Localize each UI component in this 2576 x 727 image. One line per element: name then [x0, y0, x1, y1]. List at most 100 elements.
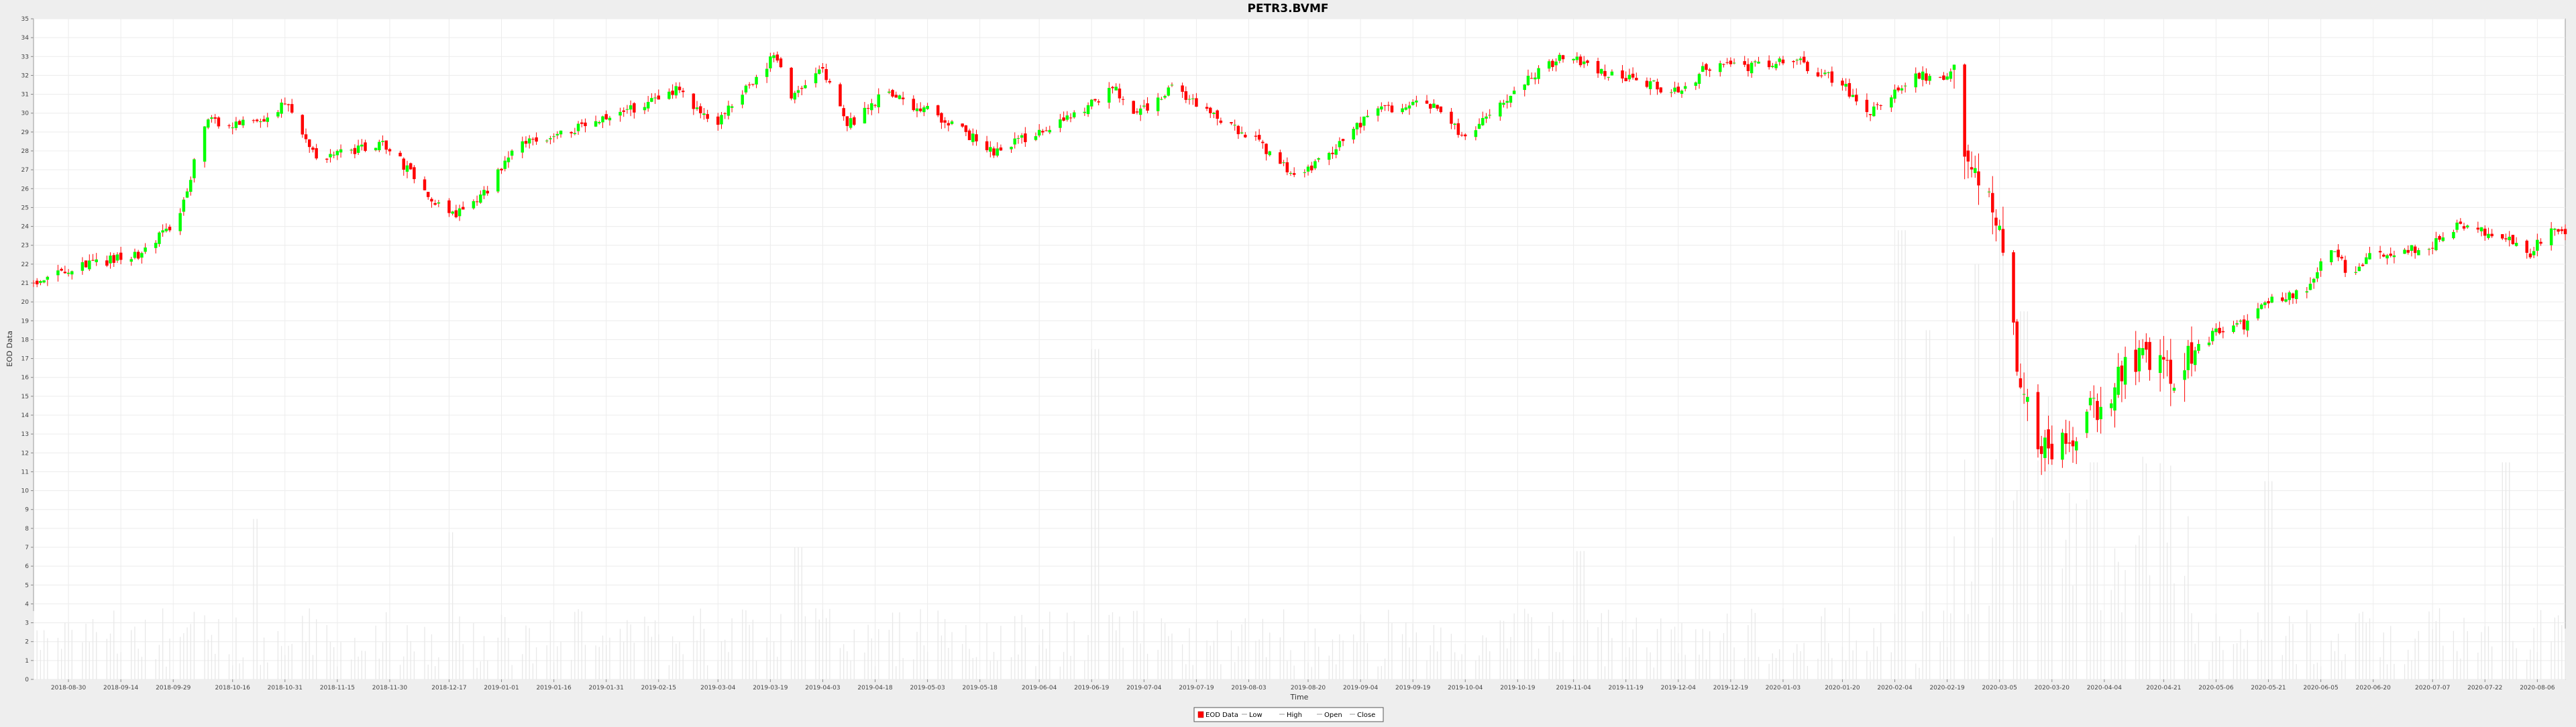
- candle-body-55: [301, 115, 305, 135]
- candle-body-38: [213, 117, 217, 119]
- candle-body-509: [2514, 243, 2518, 246]
- candle-body-163: [824, 69, 828, 80]
- candle-body-29: [168, 227, 172, 231]
- candle-body-412: [2043, 437, 2047, 458]
- candle-body-28: [164, 228, 168, 231]
- candle-body-318: [1582, 61, 1586, 64]
- candle-body-71: [378, 142, 381, 150]
- candle-body-75: [398, 152, 402, 157]
- candle-body-387: [1921, 71, 1925, 80]
- candle-body-337: [1676, 87, 1680, 93]
- y-tick-label-32: 32: [21, 72, 29, 79]
- candle-body-415: [2061, 433, 2064, 460]
- candle-body-455: [2256, 308, 2260, 319]
- legend-item-high: High: [1287, 712, 1302, 719]
- x-tick-label-45: 2020-07-22: [2467, 685, 2502, 691]
- candle-body-205: [1034, 136, 1038, 140]
- candle-body-253: [1265, 144, 1268, 154]
- candle-body-290: [1450, 111, 1453, 124]
- candle-body-431: [2137, 347, 2141, 372]
- candle-body-204: [1024, 133, 1027, 142]
- candle-body-350: [1743, 61, 1746, 65]
- candle-body-84: [437, 202, 441, 204]
- candle-body-512: [2532, 251, 2536, 256]
- candle-body-444: [2197, 343, 2200, 351]
- candle-body-72: [381, 140, 384, 142]
- candle-body-383: [1900, 88, 1904, 91]
- candle-body-330: [1645, 80, 1649, 87]
- candle-body-433: [2145, 341, 2148, 350]
- candle-body-201: [1013, 138, 1017, 145]
- candle-body-34: [193, 159, 196, 178]
- candle-body-281: [1404, 107, 1408, 110]
- candle-body-390: [1938, 76, 1942, 78]
- candle-body-124: [633, 103, 636, 113]
- candle-body-319: [1586, 60, 1589, 63]
- candle-body-491: [2430, 247, 2434, 249]
- candle-body-351: [1746, 64, 1750, 71]
- candle-body-457: [2263, 302, 2267, 305]
- candle-body-401: [1991, 192, 1994, 213]
- candle-body-271: [1355, 123, 1359, 129]
- candle-body-92: [479, 194, 482, 203]
- candle-body-110: [570, 131, 573, 133]
- x-tick-label-24: 2019-09-04: [1343, 685, 1379, 691]
- candle-body-434: [2148, 341, 2151, 370]
- candle-body-317: [1578, 56, 1582, 66]
- candle-body-241: [1209, 107, 1212, 113]
- candle-body-370: [1841, 80, 1844, 86]
- candle-body-7: [63, 272, 67, 274]
- candle-body-384: [1903, 85, 1907, 87]
- candle-body-94: [486, 190, 489, 194]
- candle-body-144: [730, 106, 734, 108]
- candle-body-251: [1257, 135, 1261, 140]
- candle-body-394: [1952, 64, 1956, 70]
- candle-body-16: [109, 256, 112, 264]
- candle-body-403: [1998, 225, 2001, 230]
- candle-body-331: [1648, 81, 1652, 89]
- y-tick-label-29: 29: [21, 129, 30, 136]
- candle-body-392: [1945, 76, 1949, 80]
- x-tick-label-33: 2020-01-20: [1825, 685, 1860, 691]
- y-tick-label-20: 20: [21, 299, 30, 306]
- candle-body-465: [2305, 291, 2309, 293]
- candle-body-129: [657, 95, 661, 100]
- candle-body-242: [1212, 113, 1216, 114]
- candle-body-360: [1792, 60, 1795, 62]
- candle-body-274: [1366, 115, 1369, 117]
- candle-body-355: [1767, 60, 1771, 68]
- candle-body-225: [1132, 101, 1135, 114]
- candle-body-174: [877, 94, 880, 107]
- candle-body-257: [1285, 162, 1289, 172]
- candle-body-276: [1380, 106, 1383, 110]
- candle-body-432: [2141, 348, 2145, 355]
- candle-body-518: [2560, 229, 2564, 231]
- candle-body-95: [496, 169, 500, 192]
- plot-area: [33, 18, 2566, 680]
- candle-body-517: [2557, 229, 2560, 232]
- candle-body-245: [1230, 122, 1233, 123]
- candle-body-340: [1694, 82, 1698, 86]
- candle-body-470: [2329, 250, 2333, 263]
- candle-body-17: [112, 255, 115, 263]
- candle-body-219: [1097, 101, 1100, 103]
- candle-body-80: [423, 179, 427, 190]
- x-tick-label-27: 2019-10-19: [1500, 685, 1536, 691]
- candle-body-76: [402, 158, 406, 170]
- candle-body-438: [2169, 359, 2173, 384]
- candle-body-297: [1481, 117, 1485, 125]
- candle-body-460: [2281, 297, 2284, 301]
- candle-body-131: [671, 91, 674, 95]
- candle-body-365: [1816, 72, 1820, 76]
- candle-body-382: [1896, 87, 1900, 91]
- candle-body-329: [1635, 78, 1638, 80]
- candle-body-476: [2357, 266, 2361, 272]
- x-tick-label-46: 2020-08-06: [2520, 685, 2555, 691]
- candle-body-279: [1390, 105, 1394, 113]
- candle-body-345: [1719, 63, 1722, 72]
- candle-body-374: [1855, 95, 1858, 102]
- candle-body-277: [1383, 105, 1387, 107]
- candle-body-310: [1547, 61, 1551, 69]
- candle-body-334: [1659, 87, 1663, 93]
